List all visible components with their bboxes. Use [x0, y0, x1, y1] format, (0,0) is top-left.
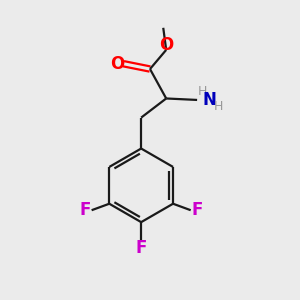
Text: H: H: [214, 100, 223, 113]
Text: O: O: [110, 55, 124, 73]
Text: H: H: [198, 85, 207, 98]
Text: F: F: [191, 201, 203, 219]
Text: O: O: [159, 36, 173, 54]
Text: F: F: [136, 239, 147, 257]
Text: N: N: [202, 91, 216, 109]
Text: F: F: [80, 201, 91, 219]
